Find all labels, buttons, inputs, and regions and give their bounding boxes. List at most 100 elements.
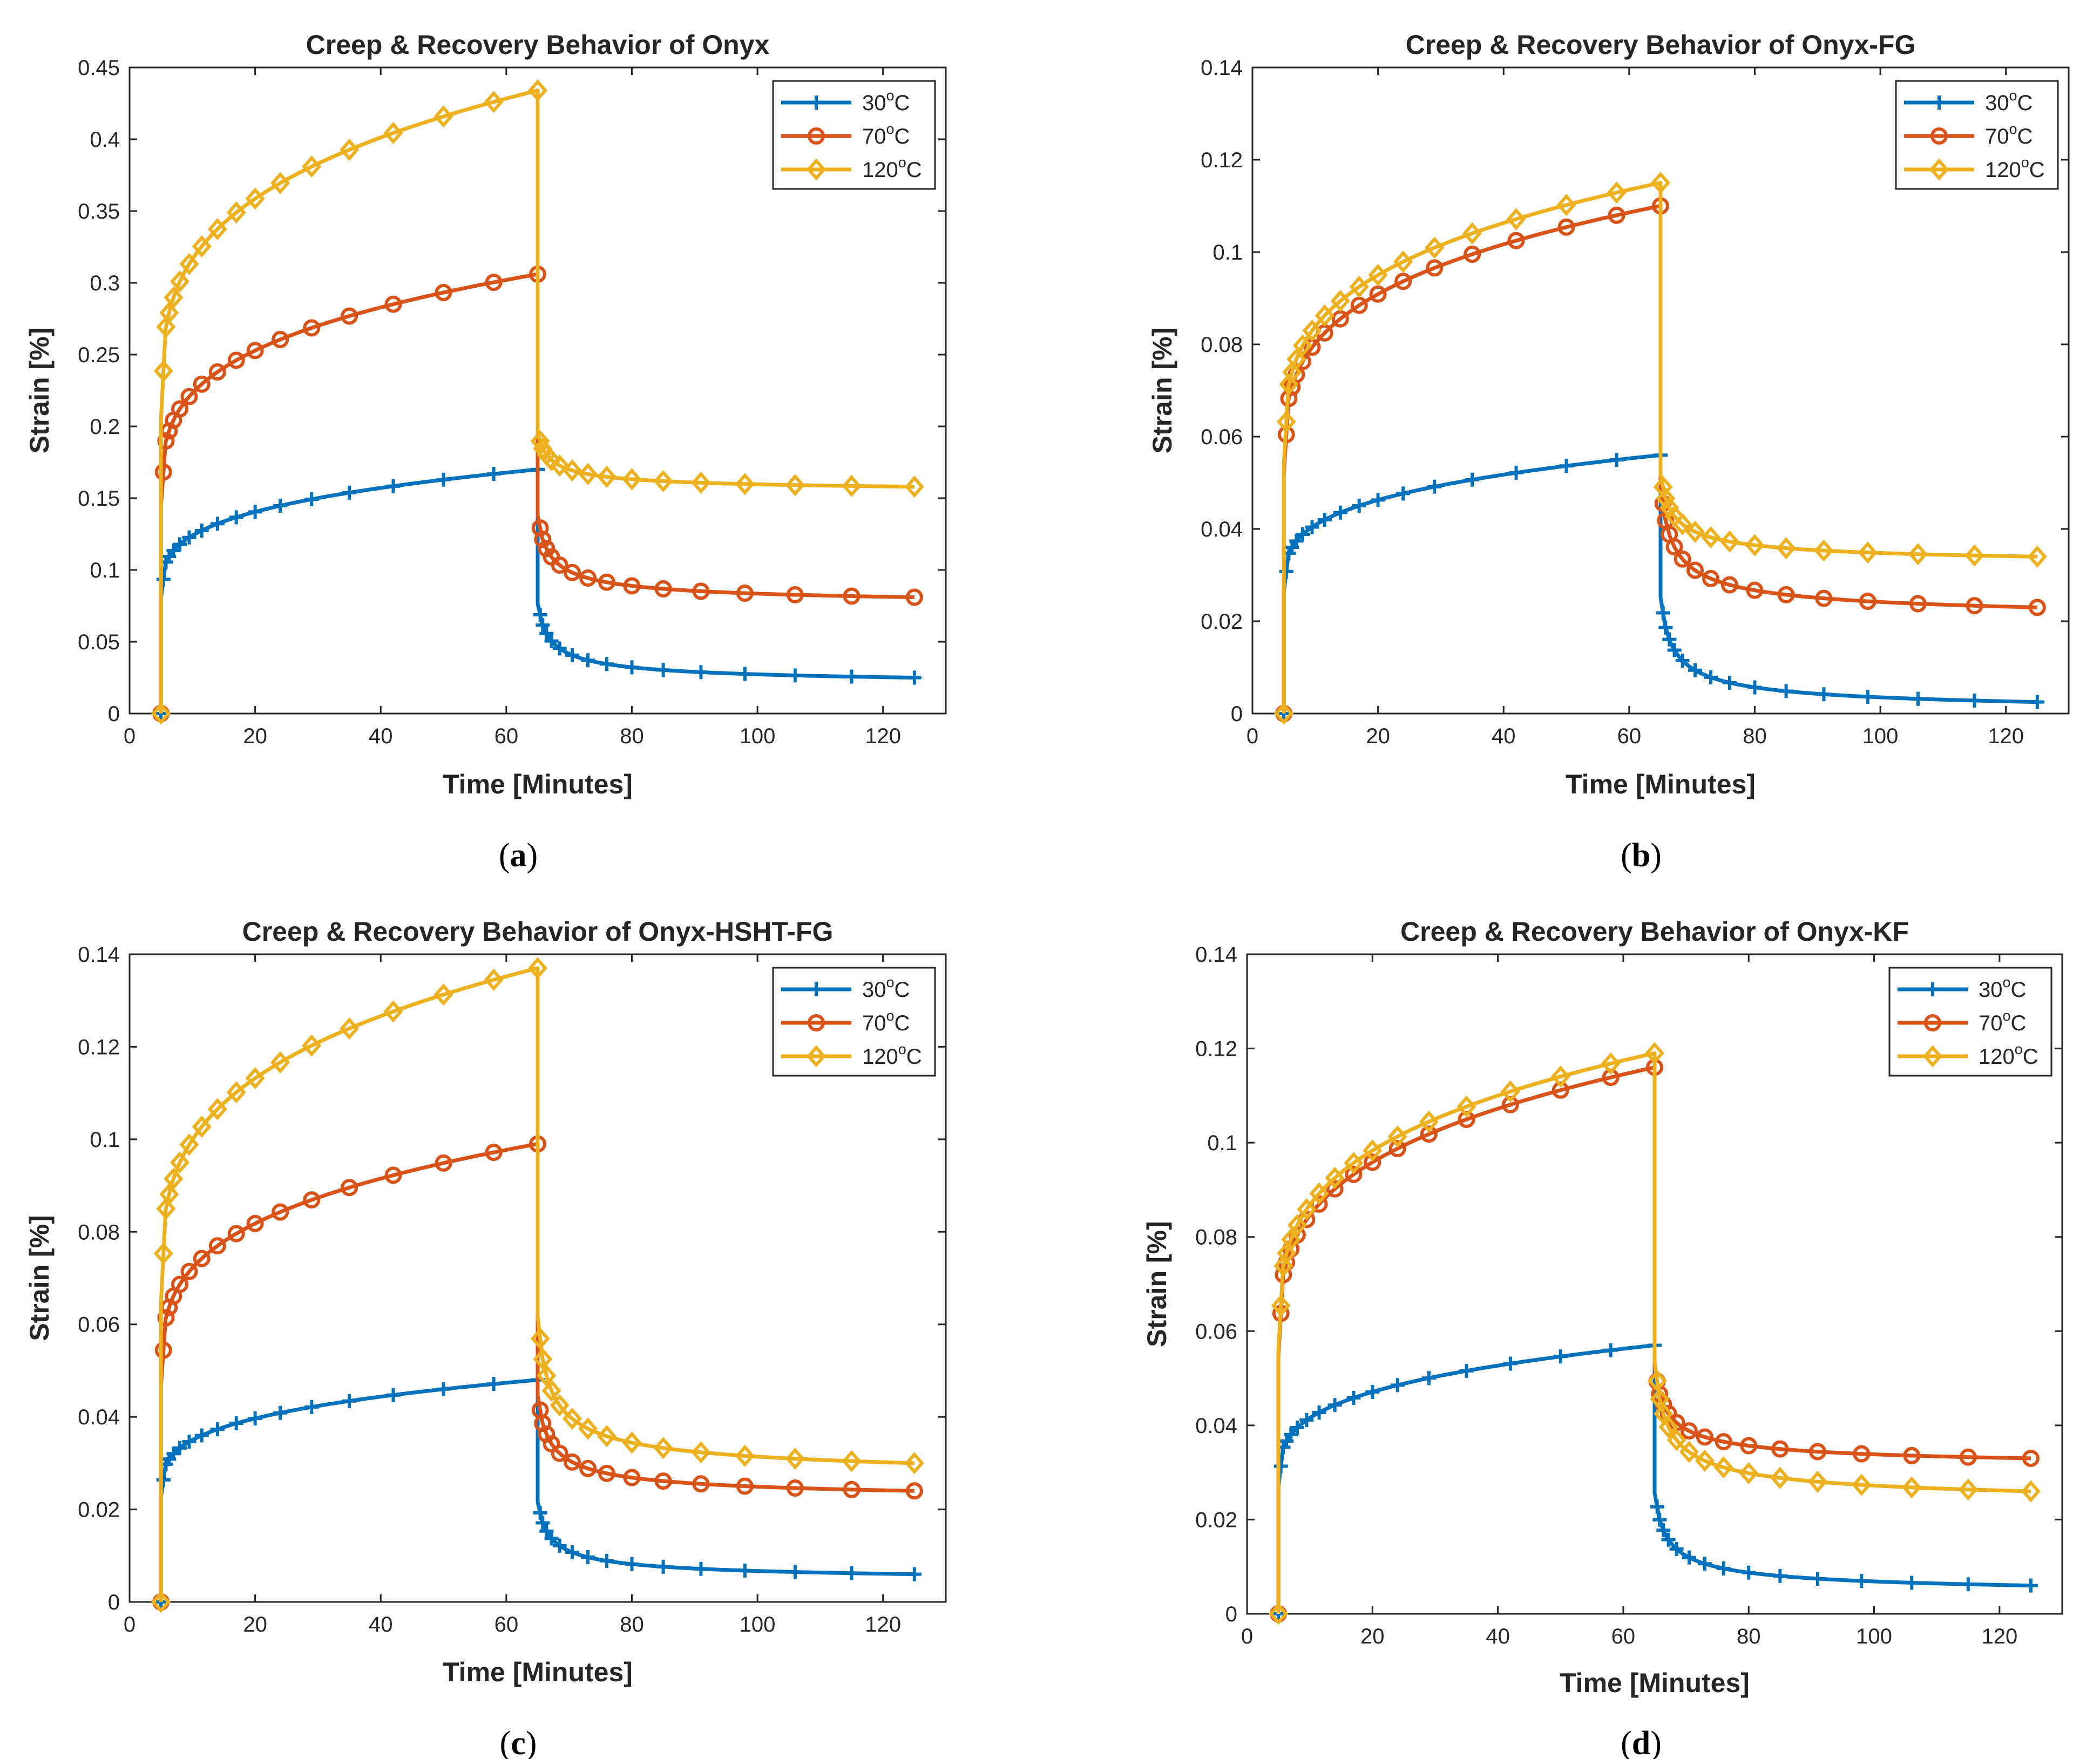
data-point [1685,520,1705,543]
data-point [736,1477,754,1495]
data-point [2022,1449,2040,1467]
data-point [563,563,581,581]
legend-marker [1932,96,1946,110]
panel-caption: (d) [1621,1725,1662,1759]
data-point [1860,689,1875,704]
data-point [1746,581,1764,599]
data-point [248,1411,262,1426]
series-70C [152,266,923,722]
y-tick-label: 0.05 [78,630,120,654]
data-point [537,1364,557,1387]
data-point [1368,264,1388,287]
data-point [226,201,246,224]
chart-panel-b: 0 20 40 60 80 100 120 0 0.02 0.04 0.06 0.08 0.1 0.12 0… [1147,30,2070,874]
x-tick-label: 40 [369,1613,393,1636]
data-point [788,1565,802,1579]
data-point [1958,1478,1978,1501]
data-point [578,1417,598,1440]
chart-panel-c: 0 20 40 60 80 100 120 0 0.02 0.04 0.06 0.08 0.1 0.12 0… [24,916,947,1759]
x-tick-label: 40 [1486,1625,1510,1648]
data-point [2028,599,2046,616]
data-point [1656,1523,1671,1538]
data-point [1371,493,1385,507]
y-tick-label: 0.14 [1201,56,1243,80]
data-point [1509,465,1523,480]
data-point [1903,1446,1921,1464]
data-point [180,1262,198,1280]
data-point [1305,520,1319,534]
data-point [2027,545,2047,568]
data-point [1686,561,1704,579]
data-point [1720,576,1738,594]
data-point [270,172,290,194]
data-point [207,218,227,241]
legend: 30oC 70oC 120oC [1895,80,2059,190]
chart-title: Creep & Recovery Behavior of Onyx-FG [1406,30,1916,60]
y-tick-label: 0 [1231,702,1243,726]
data-point [1852,1473,1872,1496]
data-point [1747,680,1762,695]
data-point [229,510,243,525]
data-point [1394,273,1412,290]
data-point [1656,606,1670,620]
data-point [164,286,184,309]
data-point [694,1561,708,1576]
x-tick-label: 60 [1611,1625,1636,1648]
data-point [533,1348,553,1370]
data-point [905,1482,923,1500]
y-tick-label: 0.1 [1207,1131,1237,1155]
legend-entry: 120oC [1985,154,2045,182]
data-point [486,467,501,481]
data-point [171,1275,189,1293]
data-point [1701,526,1721,549]
data-point [227,351,245,369]
data-point [304,492,319,507]
x-tick-label: 120 [865,724,901,748]
data-point [1704,670,1718,684]
data-point [785,474,805,497]
data-point [433,983,453,1006]
legend-entry: 30oC [1985,87,2033,115]
x-axis-label: Time [Minutes] [443,1657,633,1687]
legend-marker [808,127,825,145]
data-point [1776,537,1796,560]
data-point [1420,1125,1438,1143]
data-point [1281,1228,1301,1251]
data-point [1770,1466,1790,1489]
legend-marker [1926,982,1940,996]
data-point [653,1437,673,1459]
data-point [436,472,451,487]
data-point [1603,1343,1618,1357]
data-point [1651,172,1670,194]
data-point [384,1166,402,1184]
y-tick-label: 0.4 [90,128,120,152]
data-point [173,537,187,552]
data-point [552,641,567,656]
data-point [246,342,264,359]
data-point [386,479,401,493]
data-point [625,1557,639,1571]
data-point [194,523,209,538]
x-axis-label: Time [Minutes] [1560,1668,1750,1698]
panel-caption: (c) [500,1725,537,1759]
y-tick-label: 0.04 [78,1405,120,1429]
data-point [1350,296,1368,314]
x-tick-label: 100 [740,1613,776,1636]
data-point [1909,595,1927,613]
data-point [1299,1413,1314,1428]
y-tick-label: 0.14 [78,943,120,967]
data-point [842,1450,862,1472]
data-point [1667,643,1682,657]
data-point [597,465,617,488]
data-point [340,1017,360,1040]
data-point [737,1563,752,1578]
data-point [1814,539,1834,562]
data-point [273,499,288,513]
data-point [692,1475,710,1493]
data-point [1344,1152,1364,1174]
data-point [844,1566,859,1580]
data-point [786,1479,804,1497]
data-point [248,505,262,519]
data-point [1702,569,1720,587]
data-point [208,363,226,381]
